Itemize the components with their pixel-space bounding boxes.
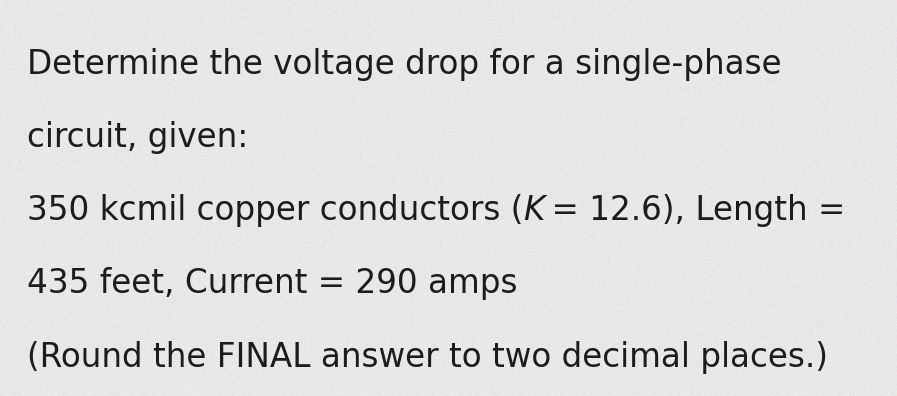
Text: K: K [523,194,544,227]
Text: Determine the voltage drop for a single-phase: Determine the voltage drop for a single-… [27,48,781,80]
Text: 350 kcmil copper conductors (: 350 kcmil copper conductors ( [27,194,523,227]
Text: = 12.6), Length =: = 12.6), Length = [544,194,845,227]
Text: 435 feet, Current = 290 amps: 435 feet, Current = 290 amps [27,267,518,300]
Text: circuit, given:: circuit, given: [27,121,248,154]
Text: (Round the FINAL answer to two decimal places.): (Round the FINAL answer to two decimal p… [27,341,828,373]
